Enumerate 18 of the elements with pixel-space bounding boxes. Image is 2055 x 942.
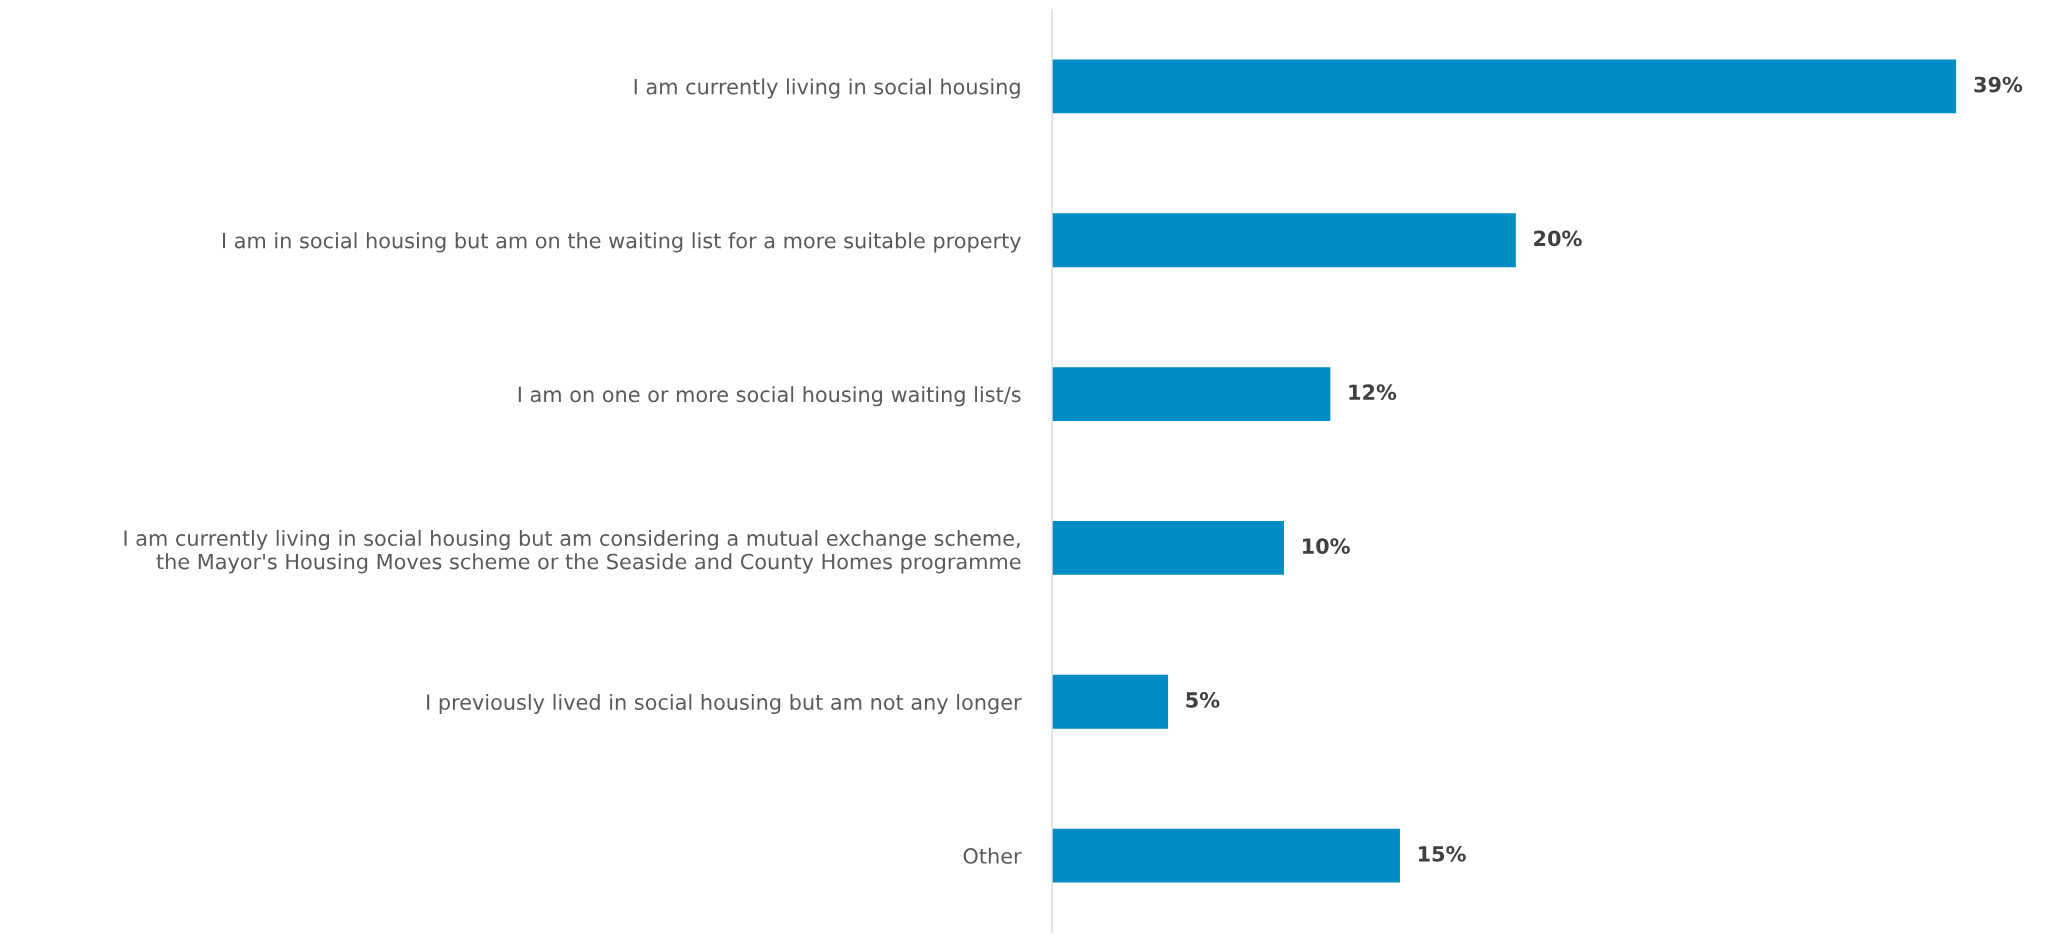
y-tick-label: I am currently living in social housing <box>634 78 1020 99</box>
y-tick-label: Other <box>963 847 1022 864</box>
bar <box>1052 213 1516 268</box>
bar <box>1052 59 1957 114</box>
y-tick-label: I am in social housing but am on the waiting list for a more suitable property <box>222 232 1021 253</box>
y-tick-label: I am currently living in social housing but am considering a mutual exchange scheme, the Mayor's Housing Moves scheme or the Seaside and County Homes programme <box>124 529 1021 574</box>
data-label: 20% <box>1534 230 1582 247</box>
bar <box>1052 828 1400 883</box>
bar <box>1052 367 1331 421</box>
bar <box>1052 521 1285 575</box>
bar <box>1052 674 1169 729</box>
data-label: 39% <box>1974 76 2023 93</box>
y-tick-label: I previously lived in social housing but am not any longer <box>427 693 1022 715</box>
data-label: 15% <box>1418 845 1466 862</box>
data-label: 5% <box>1186 692 1220 708</box>
data-label: 10% <box>1303 538 1350 554</box>
y-tick-label: I am on one or more social housing waiting list/s <box>518 386 1021 407</box>
data-label: 12% <box>1349 384 1397 401</box>
